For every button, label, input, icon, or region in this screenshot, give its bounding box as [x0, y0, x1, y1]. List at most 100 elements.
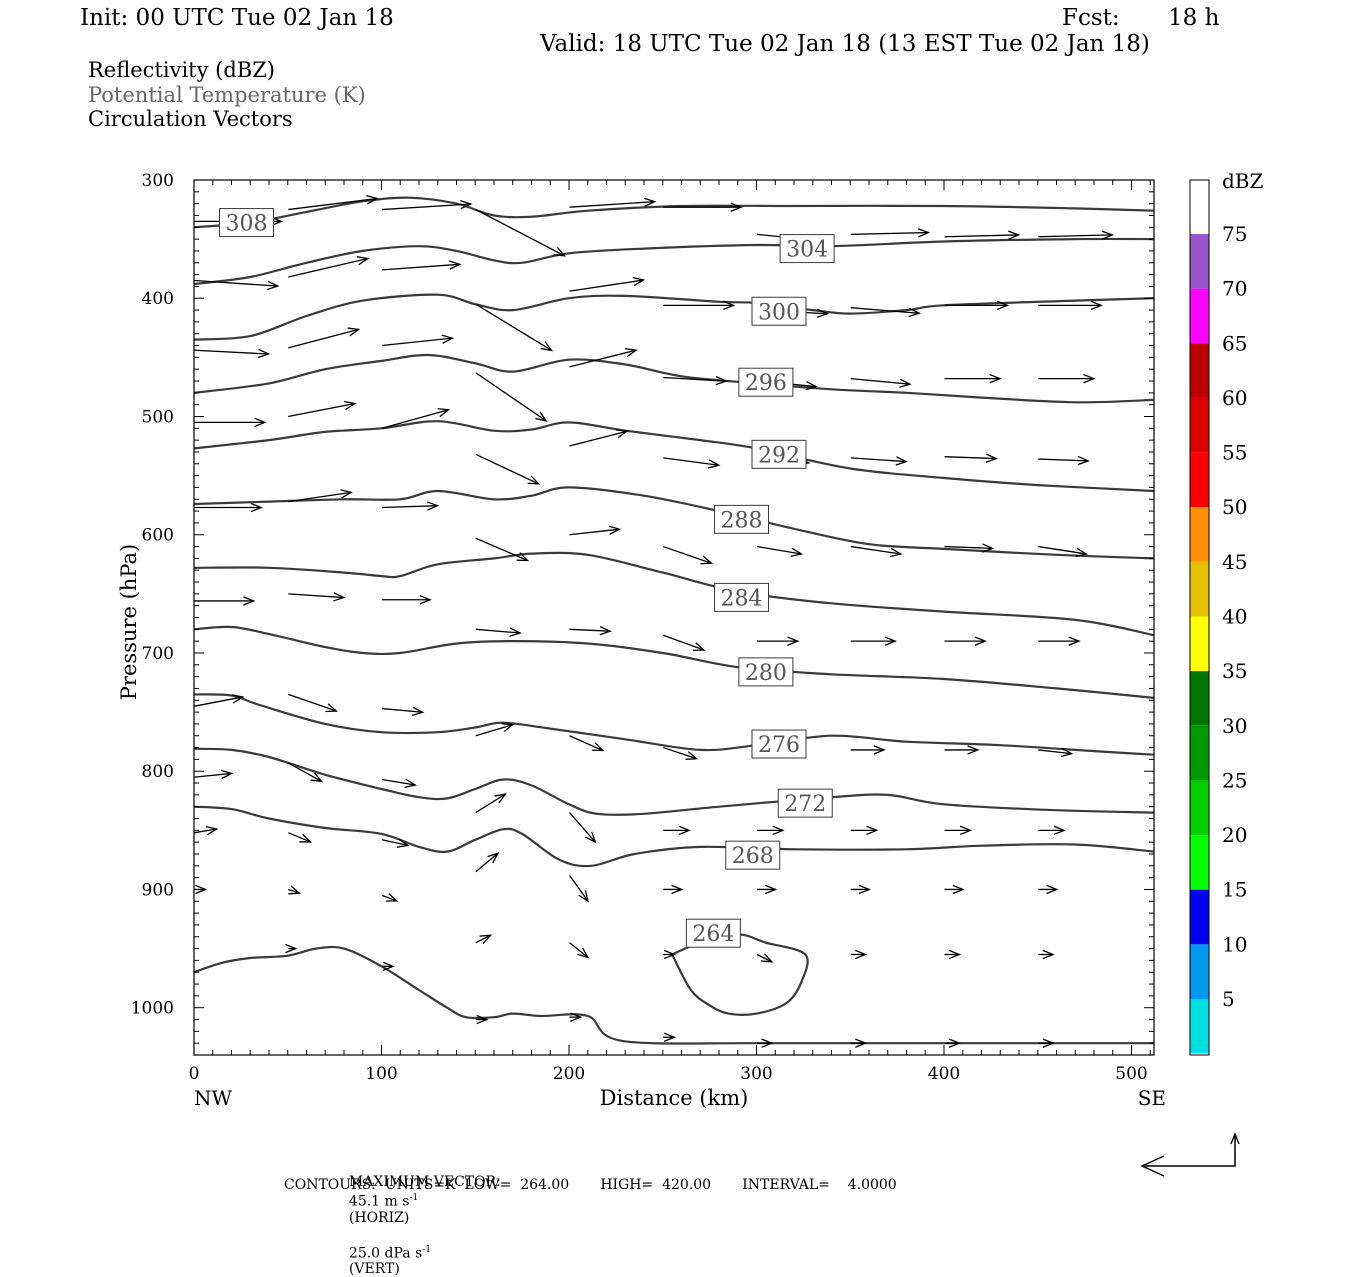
vector-shaft	[381, 263, 460, 271]
colorbar-segment	[1190, 507, 1209, 562]
vector-shaft	[1038, 749, 1072, 755]
vector-head	[1101, 230, 1115, 240]
vector-head	[899, 378, 912, 388]
vector-head	[516, 552, 530, 562]
contour-label-box	[685, 918, 741, 948]
colorbar-level-label: 35	[1222, 659, 1247, 683]
colorbar-segment	[1190, 180, 1209, 234]
contour-labels: 308 304 300 296 292 288 284 280 276 272 268 264	[219, 208, 835, 948]
y-tick-label: 900	[142, 880, 174, 900]
vector-shaft	[194, 772, 232, 778]
reference-vector-line	[1142, 1136, 1236, 1167]
contour-label-292: 292	[758, 443, 800, 468]
vector-head	[476, 1014, 489, 1025]
vector-head	[1090, 300, 1103, 311]
plot-frame-border	[193, 179, 1155, 1056]
vector-head	[487, 852, 500, 864]
vector-shaft	[569, 628, 611, 632]
theta-contour-264	[193, 945, 1154, 1045]
vector-head	[527, 475, 541, 485]
vector-shaft	[194, 279, 278, 287]
vector-head	[1075, 547, 1089, 558]
vector-head	[243, 596, 256, 606]
vector-shaft	[381, 778, 416, 786]
vector-shaft	[288, 197, 378, 211]
vector-shaft	[288, 491, 352, 503]
x-tick-label: 300	[740, 1064, 772, 1084]
circulation-vectors	[194, 195, 1115, 1048]
cross-section-chart: 0 100 200 300 400 500 300 400 500 600 700 800 900 100…	[117, 169, 1264, 1177]
vector-head	[625, 348, 638, 358]
field-reflectivity: Reflectivity (dBZ)	[88, 58, 276, 82]
vector-head	[419, 595, 432, 605]
vector-head	[996, 300, 1010, 311]
vector-head	[1068, 636, 1081, 646]
max-horiz-value: 45.1 m s	[348, 1193, 410, 1210]
colorbar-border	[1189, 179, 1210, 1056]
vector-shaft	[663, 746, 697, 760]
y-tick-label: 600	[142, 526, 174, 546]
contour-label-304: 304	[786, 238, 828, 263]
reference-vector-icon	[1140, 1132, 1240, 1177]
vector-head	[959, 825, 973, 836]
contour-label-box	[725, 840, 781, 870]
colorbar-segment	[1190, 725, 1209, 781]
x-tick-label: 200	[553, 1064, 585, 1084]
vector-head	[855, 1038, 868, 1048]
y-tick-label: 400	[142, 289, 174, 309]
theta-contour-280	[193, 625, 1155, 699]
vector-head	[254, 417, 267, 428]
vector-head	[816, 308, 830, 318]
vector-head	[577, 947, 590, 959]
max-vector-line: MAXIMUM VECTOR: 45.1 m s-1 (HORIZ) 25.0 …	[340, 1158, 501, 1277]
valid-time: Valid: 18 UTC Tue 02 Jan 18 (13 EST Tue …	[540, 31, 1150, 57]
vector-head	[411, 706, 425, 717]
theta-contours	[193, 196, 1155, 1045]
contour-label-box	[751, 296, 807, 326]
vector-shaft	[381, 203, 471, 211]
vector-shaft	[944, 545, 993, 550]
vector-shaft	[663, 457, 719, 466]
colorbar-segment	[1190, 397, 1209, 453]
vector-head	[765, 884, 778, 895]
vector-shaft	[475, 852, 499, 873]
vector-head	[692, 642, 706, 652]
field-theta: Potential Temperature (K)	[88, 83, 366, 107]
vector-head	[285, 943, 298, 954]
contour-info: CONTOURS: UNITS=K LOW= 264.00 HIGH= 420.…	[284, 1177, 897, 1193]
field-vectors: Circulation Vectors	[88, 107, 293, 131]
theta-contour-276	[193, 693, 1155, 756]
vector-head	[343, 400, 357, 411]
vector-head	[884, 636, 897, 646]
y-tick-label: 800	[142, 762, 174, 782]
plot-frame	[193, 179, 1155, 1056]
vector-head	[585, 831, 597, 844]
vector-head	[678, 825, 691, 836]
vector-shaft	[569, 942, 589, 958]
reference-vector-head-up	[1230, 1132, 1240, 1145]
vector-head	[325, 703, 339, 713]
vector-head	[570, 1012, 583, 1022]
contour-label-280: 280	[745, 661, 787, 686]
vector-shaft	[663, 376, 727, 382]
vector-head	[347, 327, 361, 337]
vector-head	[707, 459, 721, 469]
vector-shaft	[381, 409, 449, 429]
vector-head	[205, 826, 219, 836]
vector-head	[509, 627, 522, 637]
vector-head	[333, 592, 346, 602]
vector-shaft	[194, 828, 217, 834]
colorbar-level-label: 20	[1222, 823, 1247, 847]
theta-contour-292	[193, 420, 1155, 493]
x-tick-label: 100	[365, 1064, 397, 1084]
y-tick-label: 700	[142, 644, 174, 664]
vector-head	[615, 429, 629, 439]
colorbar: 5 10 15 20 25 30 35 40 45 50 55 60 65 70 75 dBZ	[1189, 169, 1264, 1110]
vector-shaft	[288, 257, 368, 278]
vector-head	[948, 1038, 962, 1048]
colorbar-segment	[1190, 561, 1209, 617]
vector-shaft	[756, 545, 802, 555]
vector-head	[299, 833, 313, 843]
vector-shaft	[475, 208, 565, 257]
vector-head	[790, 547, 804, 557]
